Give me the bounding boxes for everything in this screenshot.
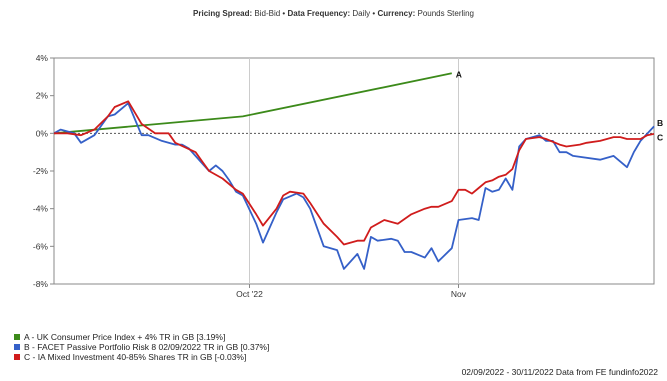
series-line-c [54, 100, 655, 246]
legend-swatch-b [14, 344, 20, 350]
legend-entry-c: C - IA Mixed Investment 40-85% Shares TR… [14, 352, 269, 362]
legend-label-c: C - IA Mixed Investment 40-85% Shares TR… [24, 352, 247, 362]
y-tick-label: -4% [33, 204, 49, 214]
y-tick-label: -2% [33, 166, 49, 176]
chart-legend: A - UK Consumer Price Index + 4% TR in G… [14, 332, 269, 362]
currency-label: Currency: [377, 9, 416, 18]
plot-area [53, 57, 655, 285]
spread-value: Bid-Bid [254, 9, 281, 18]
x-tick-label: Oct '22 [236, 289, 263, 299]
y-tick-label: 2% [36, 91, 49, 101]
y-tick-label: -8% [33, 279, 49, 289]
legend-entry-b: B - FACET Passive Portfolio Risk 8 02/09… [14, 342, 269, 352]
x-tick-label: Nov [451, 289, 467, 299]
y-tick-label: -6% [33, 241, 49, 251]
series-end-label-a: A [456, 69, 462, 79]
legend-entry-a: A - UK Consumer Price Index + 4% TR in G… [14, 332, 269, 342]
legend-label-a: A - UK Consumer Price Index + 4% TR in G… [24, 332, 226, 342]
legend-label-b: B - FACET Passive Portfolio Risk 8 02/09… [24, 342, 270, 352]
separator: • [372, 9, 376, 18]
series-end-label-c: C [657, 132, 663, 142]
currency-value: Pounds Sterling [417, 9, 474, 18]
legend-swatch-c [14, 354, 20, 360]
series-end-label-b: B [657, 118, 663, 128]
frequency-value: Daily [352, 9, 371, 18]
y-tick-label: 0% [36, 128, 49, 138]
data-source-footer: 02/09/2022 - 30/11/2022 Data from FE fun… [461, 367, 658, 377]
y-tick-label: 4% [36, 53, 49, 63]
chart-subtitle: Pricing Spread: Bid-Bid • Data Frequency… [0, 9, 667, 18]
separator: • [282, 9, 286, 18]
legend-swatch-a [14, 334, 20, 340]
frequency-label: Data Frequency: [287, 9, 351, 18]
series-line-a [53, 72, 452, 135]
spread-label: Pricing Spread: [193, 9, 253, 18]
